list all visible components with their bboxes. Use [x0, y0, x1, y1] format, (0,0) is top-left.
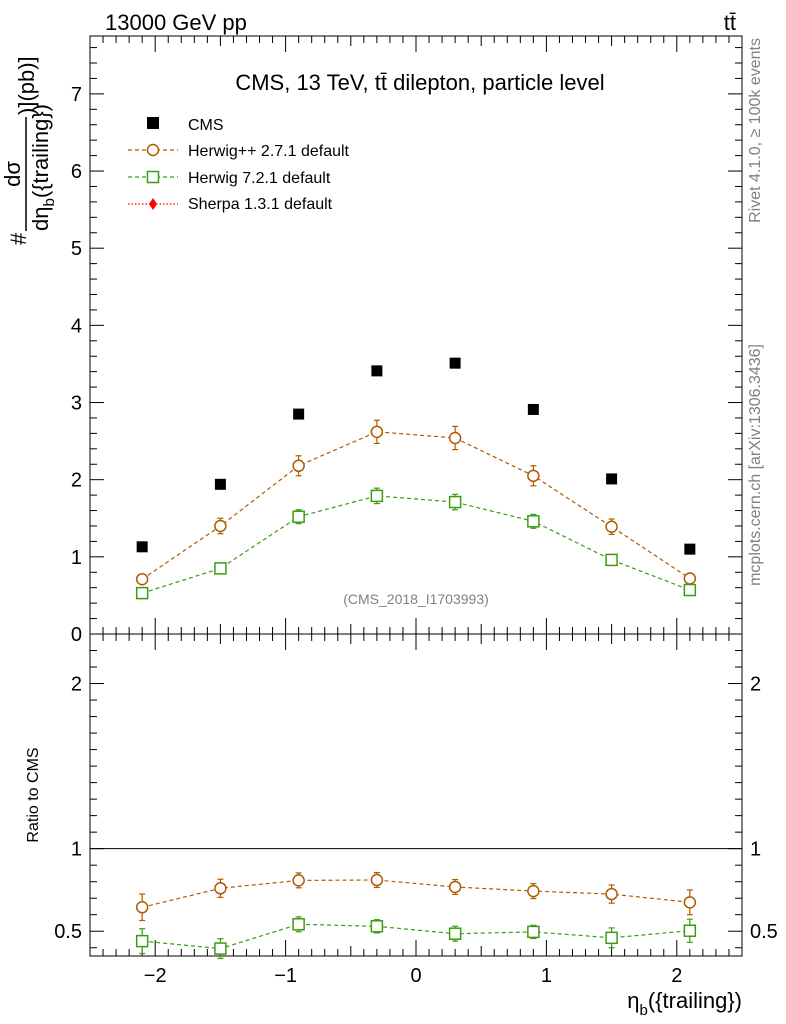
main-series — [135, 357, 697, 600]
herwig7-point — [292, 510, 305, 523]
legend-label-herwig7: Herwig 7.2.1 default — [188, 170, 331, 187]
legend-label-herwigpp: Herwig++ 2.7.1 default — [188, 143, 350, 160]
cms-point — [293, 408, 305, 420]
ylabel-unit: )](pb)] — [14, 56, 39, 115]
herwig7-point — [527, 515, 540, 528]
legend-label-sherpa: Sherpa 1.3.1 default — [188, 196, 333, 213]
herwigpp-point — [292, 459, 305, 473]
main-ylabel: # dσ dηb({trailing}) )](pb)] — [0, 56, 58, 245]
ratio-herwigpp-point — [527, 884, 540, 898]
ratio-herwig7-point — [214, 942, 227, 955]
herwigpp-point — [527, 469, 540, 483]
ratio-ytick-label-right: 0.5 — [750, 921, 778, 943]
main-ytick-label: 6 — [71, 161, 82, 183]
legend-marker-sherpa — [149, 198, 157, 210]
ratio-xtick-label: −2 — [144, 965, 167, 987]
watermark: (CMS_2018_I1703993) — [343, 591, 489, 607]
ratio-panel: 0.5 0.5 1 1 2 2 −2 −1 0 1 2 Ratio to CMS ηb({trail… — [25, 633, 778, 1019]
ylabel-denominator: dηb({trailing}) — [28, 104, 58, 231]
header-right: tt̄ — [724, 10, 736, 35]
ratio-xtick-label: 1 — [541, 965, 552, 987]
ratio-herwigpp-line — [142, 879, 690, 908]
ratio-ticks: 0.5 0.5 1 1 2 2 −2 −1 0 1 2 — [54, 634, 778, 987]
herwigpp-point — [683, 572, 697, 585]
main-ytick-label: 0 — [71, 624, 82, 646]
ratio-herwig7-point — [448, 927, 462, 940]
herwig7-point — [683, 583, 697, 597]
main-ytick-label: 1 — [71, 547, 82, 569]
main-ytick-label: 2 — [71, 470, 82, 492]
herwigpp-point — [605, 520, 618, 533]
herwig7-point — [605, 553, 618, 567]
main-panel: 0 1 2 3 4 5 6 7 CMS, 13 TeV, tt̄ dilepton, part… — [0, 35, 743, 646]
ratio-herwigpp-point — [605, 887, 618, 901]
herwigpp-point — [135, 572, 149, 586]
ratio-herwigpp-point — [214, 882, 227, 895]
ratio-herwigpp-point — [292, 874, 305, 887]
ylabel-hash: # — [6, 232, 31, 245]
main-ticks: 0 1 2 3 4 5 6 7 — [71, 36, 743, 646]
cms-point — [371, 365, 383, 377]
ratio-xtick-label: 2 — [671, 965, 682, 987]
legend-marker-herwig7 — [146, 170, 160, 184]
ratio-herwig7-point — [683, 924, 697, 937]
ratio-herwig7-point — [605, 931, 618, 945]
herwig7-line — [142, 495, 691, 594]
cms-point — [527, 403, 539, 415]
cms-point — [136, 541, 148, 553]
mcplots-label: mcplots.cern.ch [arXiv:1306.3436] — [747, 344, 764, 586]
herwig7-point — [370, 489, 384, 503]
main-ytick-label: 3 — [71, 393, 82, 415]
legend-marker-herwigpp — [146, 143, 160, 157]
ylabel-numerator: dσ — [0, 161, 25, 187]
cms-point — [214, 478, 226, 490]
main-ytick-label: 4 — [71, 315, 82, 337]
ratio-ytick-label-right: 1 — [750, 839, 761, 861]
ratio-herwig7-point — [135, 934, 149, 948]
ratio-ytick-label: 0.5 — [54, 921, 82, 943]
ratio-herwig7-line — [142, 923, 690, 950]
ratio-ytick-label: 1 — [71, 839, 82, 861]
ratio-frame — [89, 633, 743, 957]
herwigpp-point — [448, 431, 462, 445]
main-ytick-label: 5 — [71, 238, 82, 260]
main-title: CMS, 13 TeV, tt̄ dilepton, particle leve… — [235, 70, 604, 95]
legend-label-cms: CMS — [188, 117, 224, 134]
cms-point — [449, 357, 461, 369]
ratio-herwigpp-point — [370, 873, 384, 887]
ratio-herwig7-point — [370, 920, 384, 933]
ratio-ytick-label-right: 2 — [750, 674, 761, 696]
ratio-herwigpp-point — [135, 901, 149, 914]
rivet-label: Rivet 4.1.0, ≥ 100k events — [747, 38, 764, 223]
x-axis-label: ηb({trailing}) — [627, 988, 742, 1019]
ratio-xtick-label: −1 — [274, 965, 297, 987]
cms-point — [606, 473, 618, 485]
ratio-herwig7-point — [292, 918, 305, 931]
herwigpp-point — [214, 519, 227, 533]
ratio-ylabel: Ratio to CMS — [25, 747, 42, 842]
herwigpp-point — [370, 425, 384, 439]
legend-marker-cms — [147, 117, 159, 129]
ratio-xtick-label: 0 — [410, 965, 421, 987]
ratio-herwig7-point — [527, 925, 540, 939]
ratio-herwigpp-point — [683, 896, 697, 909]
ratio-series — [135, 872, 697, 960]
main-ytick-label: 7 — [71, 84, 82, 106]
herwig7-point — [214, 562, 227, 575]
ratio-herwigpp-point — [448, 880, 462, 894]
ratio-ytick-label: 2 — [71, 674, 82, 696]
herwig7-point — [448, 495, 462, 509]
cms-point — [684, 543, 696, 555]
header-left: 13000 GeV pp — [105, 10, 247, 35]
herwig7-point — [135, 586, 149, 600]
herwigpp-line — [141, 431, 691, 580]
legend: CMS Herwig++ 2.7.1 default Herwig 7.2.1 … — [128, 117, 350, 213]
